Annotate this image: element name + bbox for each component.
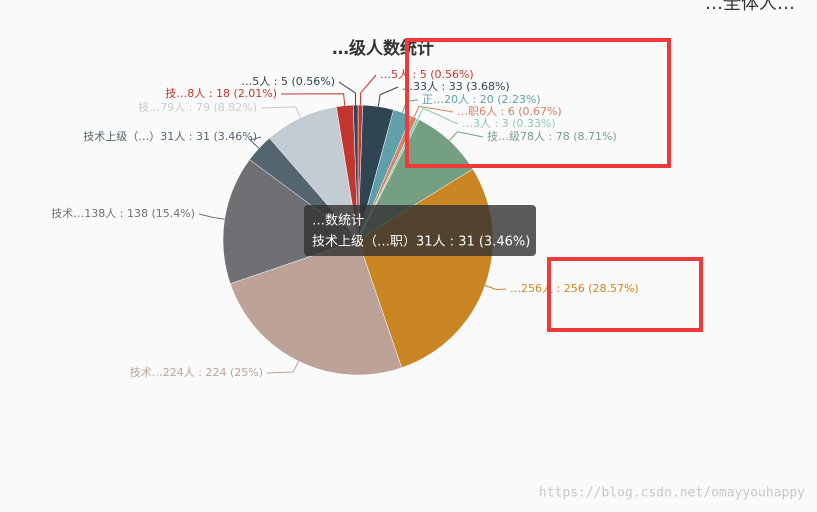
slice-label: 技…8人 : 18 (2.01%) — [165, 87, 277, 100]
label-line — [198, 213, 225, 220]
slice-label: …33人 : 33 (3.68%) — [402, 80, 510, 93]
slice-label: 技术…138人 : 138 (15.4%) — [51, 207, 195, 220]
slice-label: 技…级78人 : 78 (8.71%) — [487, 130, 617, 143]
label-line — [260, 106, 302, 118]
label-line — [338, 81, 357, 106]
slice-label: 正…20人 : 20 (2.23%) — [422, 93, 541, 106]
tooltip-title: …数统计 — [312, 214, 364, 229]
slice-label: 技…79人 : 79 (8.82%) — [138, 101, 257, 114]
slice-label: 技术上级（…）31人 : 31 (3.46%) — [83, 130, 257, 143]
tooltip: …数统计 技术上级（…职）31人 : 31 (3.46%) — [304, 205, 536, 256]
tooltip-text: 技术上级（…职）31人 : 31 (3.46%) — [312, 235, 530, 250]
label-line — [377, 86, 399, 107]
label-line — [448, 131, 484, 141]
slice-label: …3人 : 3 (0.33%) — [462, 117, 556, 130]
label-line — [484, 285, 507, 291]
label-line — [359, 74, 377, 106]
slice-label: …职6人 : 6 (0.67%) — [457, 105, 562, 118]
tooltip-box — [304, 205, 536, 256]
slice-label: …5人 : 5 (0.56%) — [380, 68, 474, 81]
highlight-box — [405, 38, 671, 168]
slice-label: 技术…224人 : 224 (25%) — [130, 366, 263, 379]
slice-label: …256人 : 256 (28.57%) — [510, 282, 639, 295]
label-line — [266, 360, 300, 374]
label-line — [417, 107, 459, 125]
label-line — [280, 93, 346, 106]
corner-text: …全体人… — [705, 0, 795, 14]
slice-label: …5人 : 5 (0.56%) — [241, 75, 335, 88]
label-line — [249, 136, 262, 149]
highlight-box — [547, 257, 703, 332]
label-line — [413, 105, 454, 118]
watermark: https://blog.csdn.net/omayyouhappy — [539, 486, 805, 501]
pie-slice — [222, 159, 359, 285]
